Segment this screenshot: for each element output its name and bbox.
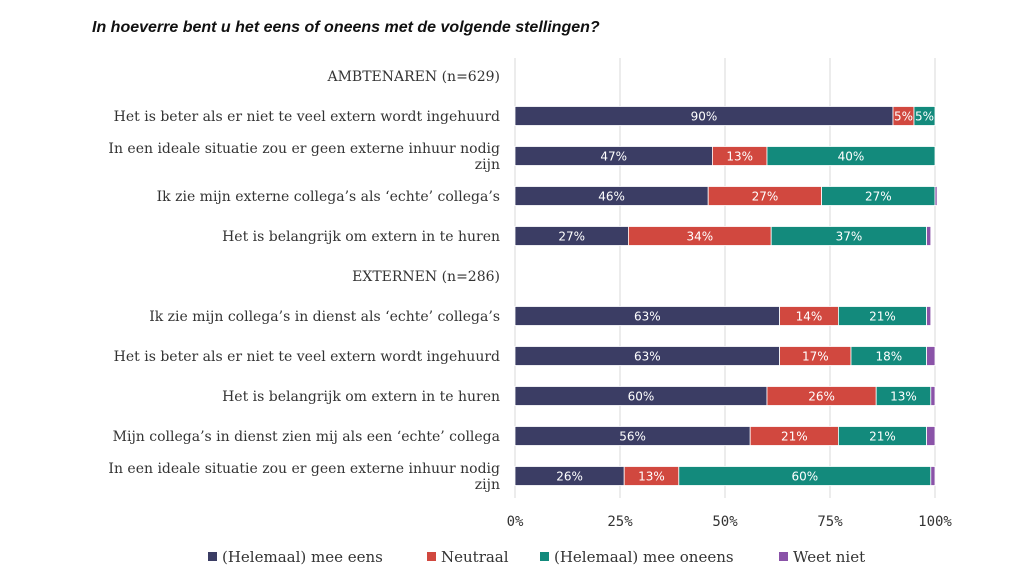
data-label: 5% bbox=[915, 110, 934, 124]
data-label: 63% bbox=[634, 310, 661, 324]
bar-segment bbox=[913, 106, 936, 126]
data-label: 21% bbox=[869, 310, 896, 324]
category-label: Ik zie mijn collega’s in dienst als ‘ech… bbox=[149, 309, 500, 325]
data-label: 26% bbox=[556, 470, 583, 484]
data-label: 47% bbox=[600, 150, 627, 164]
category-label: In een ideale situatie zou er geen exter… bbox=[108, 461, 500, 477]
gridlines bbox=[514, 58, 936, 498]
category-label: In een ideale situatie zou er geen exter… bbox=[108, 141, 500, 157]
data-label: 21% bbox=[869, 430, 896, 444]
bar-segment bbox=[926, 306, 932, 326]
data-label: 27% bbox=[558, 230, 585, 244]
data-label: 17% bbox=[802, 350, 829, 364]
data-label: 27% bbox=[865, 190, 892, 204]
x-tick-label: 75% bbox=[817, 514, 843, 530]
legend-label: (Helemaal) mee oneens bbox=[554, 548, 734, 566]
category-labels: AMBTENAREN (n=629) Het is beter als er ni… bbox=[108, 69, 500, 493]
bar-segment bbox=[766, 146, 936, 166]
data-label: 60% bbox=[791, 470, 818, 484]
data-label: 63% bbox=[634, 350, 661, 364]
category-label: Het is belangrijk om extern in te huren bbox=[222, 229, 500, 245]
data-label: 90% bbox=[691, 110, 718, 124]
bars: 90% 5% 5% 47% 13% 40% 46% 27% 27% 27% 34% 37% 63% 14%… bbox=[514, 106, 938, 486]
data-label: 37% bbox=[836, 230, 863, 244]
bar-segment bbox=[930, 386, 936, 406]
category-label: zijn bbox=[475, 477, 500, 493]
data-label: 13% bbox=[726, 150, 753, 164]
chart-title: In hoeverre bent u het eens of oneens me… bbox=[92, 19, 600, 36]
data-label: 5% bbox=[894, 110, 913, 124]
legend-label: Weet niet bbox=[793, 548, 865, 566]
data-label: 40% bbox=[838, 150, 865, 164]
bar-segment bbox=[926, 346, 936, 366]
group-label: AMBTENAREN (n=629) bbox=[326, 69, 500, 85]
data-label: 34% bbox=[686, 230, 713, 244]
data-label: 14% bbox=[796, 310, 823, 324]
legend-swatch bbox=[779, 552, 788, 561]
bar-segment bbox=[934, 186, 938, 206]
legend-label: (Helemaal) mee eens bbox=[222, 548, 383, 566]
data-label: 46% bbox=[598, 190, 625, 204]
bar-segment bbox=[930, 466, 936, 486]
data-label: 13% bbox=[890, 390, 917, 404]
bar-segment bbox=[926, 226, 932, 246]
category-label: Ik zie mijn externe collega’s als ‘echte… bbox=[157, 189, 500, 205]
legend-label: Neutraal bbox=[441, 548, 509, 566]
x-tick-label: 100% bbox=[918, 514, 952, 530]
group-label: EXTERNEN (n=286) bbox=[352, 269, 500, 285]
data-label: 27% bbox=[752, 190, 779, 204]
bar-segment bbox=[926, 426, 936, 446]
x-axis-ticks: 0% 25% 50% 75% 100% bbox=[507, 514, 953, 530]
category-label: Mijn collega’s in dienst zien mij als ee… bbox=[113, 429, 500, 445]
data-label: 60% bbox=[628, 390, 655, 404]
x-tick-label: 50% bbox=[712, 514, 738, 530]
data-label: 21% bbox=[781, 430, 808, 444]
data-label: 56% bbox=[619, 430, 646, 444]
legend-swatch bbox=[540, 552, 549, 561]
x-tick-label: 0% bbox=[507, 514, 524, 530]
legend-swatch bbox=[208, 552, 217, 561]
category-label: zijn bbox=[475, 157, 500, 173]
data-label: 13% bbox=[638, 470, 665, 484]
category-label: Het is beter als er niet te veel extern … bbox=[114, 109, 500, 125]
category-label: Het is beter als er niet te veel extern … bbox=[114, 349, 500, 365]
data-label: 26% bbox=[808, 390, 835, 404]
data-label: 18% bbox=[875, 350, 902, 364]
category-label: Het is belangrijk om extern in te huren bbox=[222, 389, 500, 405]
legend: (Helemaal) mee eens Neutraal (Helemaal) me… bbox=[208, 548, 865, 566]
legend-swatch bbox=[427, 552, 436, 561]
x-tick-label: 25% bbox=[607, 514, 633, 530]
